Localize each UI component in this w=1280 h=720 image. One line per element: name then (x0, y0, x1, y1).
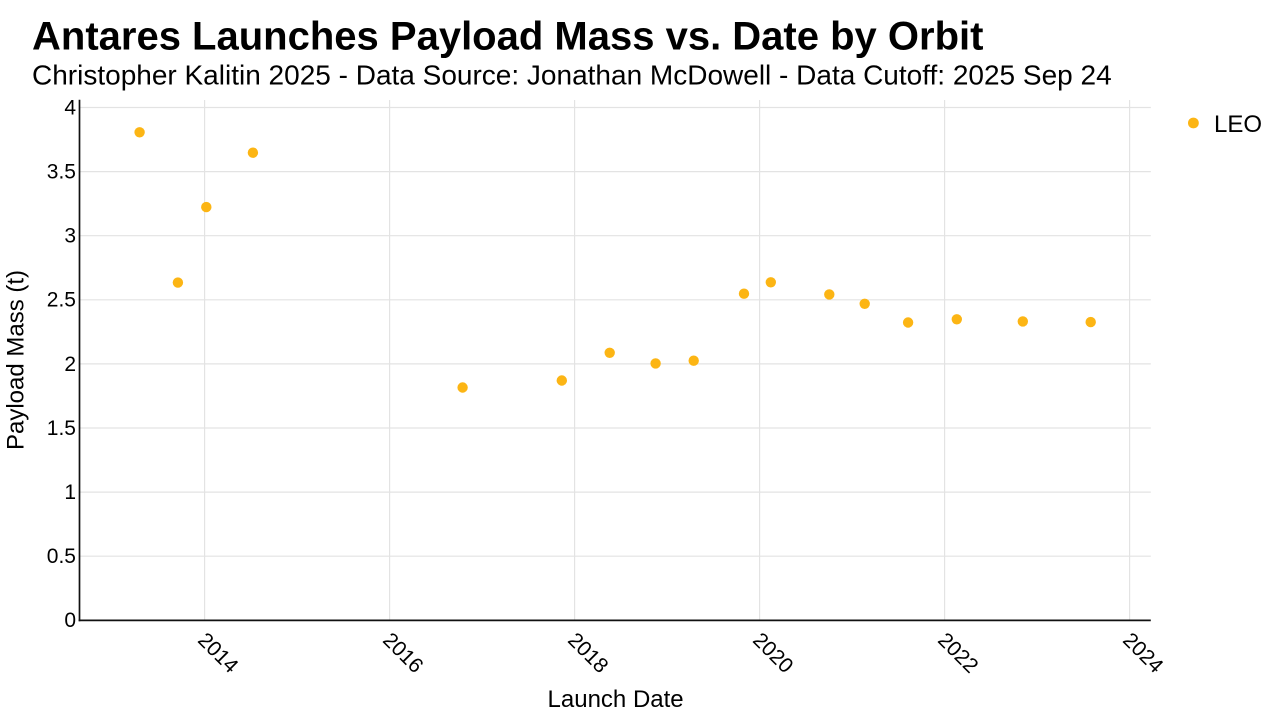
svg-text:Payload Mass (t): Payload Mass (t) (3, 270, 30, 450)
svg-text:3: 3 (64, 225, 76, 248)
svg-text:3.5: 3.5 (47, 161, 76, 184)
svg-text:4: 4 (64, 96, 76, 119)
svg-text:LEO: LEO (1214, 111, 1262, 138)
svg-text:0.5: 0.5 (47, 545, 76, 568)
svg-text:2.5: 2.5 (47, 289, 76, 312)
svg-text:Christopher Kalitin 2025 - Dat: Christopher Kalitin 2025 - Data Source: … (32, 60, 1112, 91)
svg-text:Antares Launches Payload Mass: Antares Launches Payload Mass vs. Date b… (32, 15, 983, 59)
svg-text:1.5: 1.5 (47, 417, 76, 440)
svg-text:2: 2 (64, 353, 76, 376)
svg-text:0: 0 (64, 609, 76, 632)
svg-text:Launch Date: Launch Date (548, 686, 684, 713)
svg-text:1: 1 (64, 481, 76, 504)
